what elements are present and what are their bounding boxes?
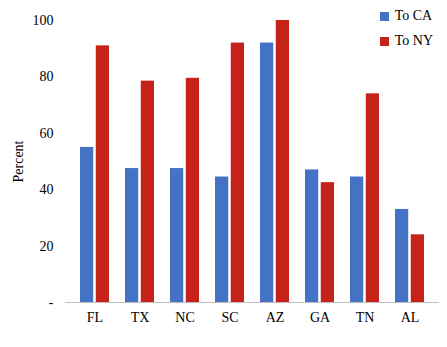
svg-text:GA: GA bbox=[310, 310, 331, 325]
svg-text:TX: TX bbox=[131, 310, 150, 325]
svg-text:Percent: Percent bbox=[11, 140, 26, 182]
svg-text:40: 40 bbox=[40, 182, 54, 197]
svg-text:NC: NC bbox=[175, 310, 194, 325]
svg-text:AZ: AZ bbox=[266, 310, 285, 325]
html-text:To NY: To NY bbox=[394, 33, 433, 48]
svg-text:60: 60 bbox=[40, 126, 54, 141]
svg-text:-: - bbox=[49, 295, 54, 310]
svg-text:100: 100 bbox=[33, 13, 54, 28]
svg-text:FL: FL bbox=[87, 310, 103, 325]
svg-text:80: 80 bbox=[40, 69, 54, 84]
svg-text:AL: AL bbox=[401, 310, 420, 325]
svg-text:TN: TN bbox=[356, 310, 375, 325]
svg-text:SC: SC bbox=[221, 310, 238, 325]
svg-text:20: 20 bbox=[40, 239, 54, 254]
html-text:To CA: To CA bbox=[394, 8, 433, 23]
